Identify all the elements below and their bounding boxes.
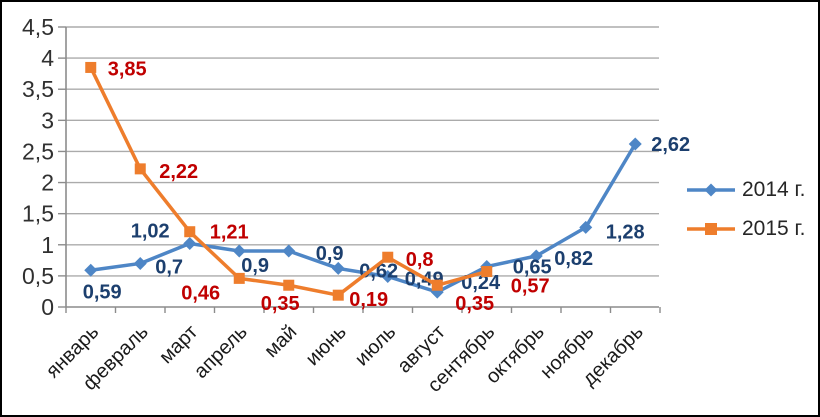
- x-axis-label: июнь: [302, 321, 351, 370]
- data-label: 0,35: [261, 293, 300, 315]
- data-label: 1,02: [131, 221, 170, 243]
- data-label: 0,65: [513, 257, 552, 279]
- legend-item-2014[interactable]: 2014 г.: [686, 178, 805, 202]
- data-label: 0,46: [181, 282, 220, 304]
- y-axis-label: 2: [41, 170, 54, 196]
- marker-square-icon: [382, 251, 394, 263]
- marker-square-icon: [481, 266, 493, 278]
- marker-square-icon: [85, 61, 97, 73]
- marker-diamond-icon: [628, 137, 642, 151]
- marker-square-icon: [233, 272, 245, 284]
- series-line-2014 г.: [89, 142, 637, 294]
- marker-diamond-icon: [232, 244, 246, 258]
- y-axis-label: 2,5: [22, 138, 54, 164]
- data-label: 0,62: [359, 260, 398, 282]
- marker-diamond-icon: [84, 263, 98, 277]
- marker-square-icon: [332, 289, 344, 301]
- legend-swatch-2014-line-diamond-icon: [687, 183, 735, 197]
- marker-diamond-icon: [331, 261, 345, 275]
- legend-swatch-2015-line-square-icon: [687, 223, 735, 235]
- data-label: 0,7: [155, 256, 183, 278]
- data-label: 0,19: [349, 289, 388, 311]
- legend-label-2015: 2015 г.: [742, 217, 806, 240]
- y-axis-label: 3: [41, 107, 54, 133]
- data-label: 0,9: [316, 243, 344, 265]
- marker-diamond-icon: [529, 249, 543, 263]
- data-label: 0,9: [241, 255, 269, 277]
- marker-diamond-icon: [282, 244, 296, 258]
- y-axis-label: 4,5: [22, 14, 54, 40]
- data-label: 3,85: [108, 58, 147, 80]
- marker-square-icon: [431, 279, 443, 291]
- marker-diamond-icon: [579, 220, 593, 234]
- marker-diamond-icon: [133, 256, 147, 270]
- data-label: 2,22: [159, 161, 198, 183]
- marker-diamond-icon: [183, 237, 197, 251]
- x-axis-label: апрель: [190, 321, 252, 383]
- marker-square-icon: [283, 279, 295, 291]
- marker-square-icon: [184, 226, 196, 238]
- x-axis-label: май: [260, 321, 301, 362]
- marker-diamond-icon: [381, 270, 395, 284]
- y-axis-label: 1,5: [22, 201, 54, 227]
- data-label: 0,35: [455, 293, 494, 315]
- y-axis-label: 3,5: [22, 76, 54, 102]
- marker-square-icon: [134, 163, 146, 175]
- y-axis-label: 0: [41, 294, 54, 320]
- data-label: 0,82: [554, 248, 593, 270]
- data-label: 0,8: [406, 249, 434, 271]
- data-label: 0,59: [83, 281, 122, 303]
- legend: 2014 г. 2015 г.: [686, 178, 805, 241]
- data-label: 2,62: [651, 134, 690, 156]
- data-label: 0,57: [511, 276, 550, 298]
- legend-label-2014: 2014 г.: [742, 178, 806, 201]
- y-axis-label: 1: [41, 232, 54, 258]
- y-axis-label: 4: [41, 45, 54, 71]
- y-axis-label: 0,5: [22, 263, 54, 289]
- legend-item-2015[interactable]: 2015 г.: [686, 217, 805, 241]
- data-label: 1,28: [606, 221, 645, 243]
- data-label: 1,21: [210, 222, 249, 244]
